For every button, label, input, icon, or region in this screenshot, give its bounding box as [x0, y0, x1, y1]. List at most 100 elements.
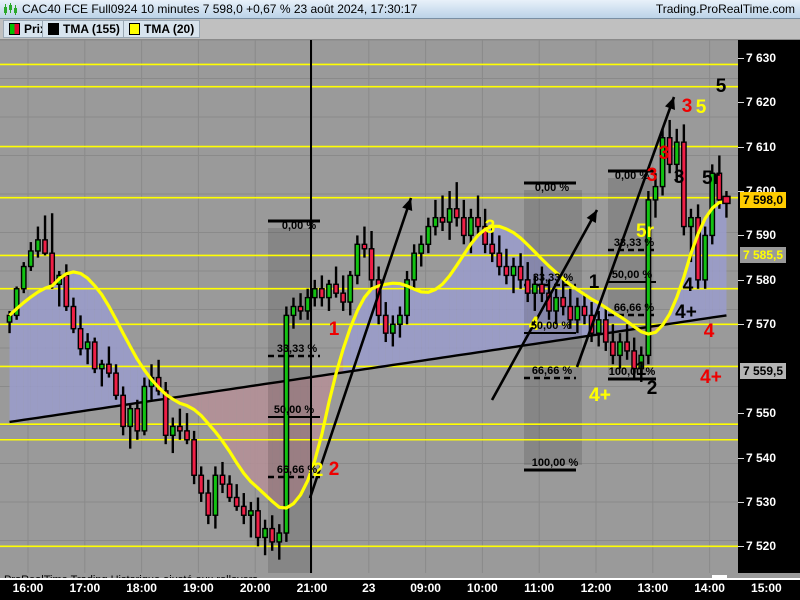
legend-item-tma20[interactable]: TMA (20)	[123, 20, 201, 38]
chart-plot-area[interactable]: 1 2 2 3 1 4 4+ 0,00 % 33,33 % 50,00 % 66,66 % 100,0…	[0, 40, 738, 573]
chart-annotation-4-30: 4	[682, 275, 694, 296]
candle	[311, 288, 318, 299]
chart-annotation-4+-6: 4+	[589, 385, 611, 406]
chart-annotation-1-4: 1	[588, 272, 600, 293]
chart-annotation-4-32: 4	[703, 321, 715, 342]
candle	[489, 243, 496, 254]
candle	[326, 283, 332, 299]
price-tick	[738, 191, 744, 193]
candle	[397, 314, 403, 325]
window-title: CAC40 FCE Full0924 10 minutes 7 598,0 +0…	[22, 2, 418, 16]
price-tick-label: 7 610	[746, 139, 777, 154]
chart-annotation-1-35: 1	[635, 359, 647, 380]
candle	[609, 341, 616, 357]
price-tick-label: 7 530	[746, 494, 777, 509]
candle	[368, 248, 375, 281]
candle	[631, 350, 638, 370]
candle	[652, 185, 659, 201]
price-badge-last: 7 598,0	[740, 191, 787, 208]
candle	[106, 363, 112, 374]
chart-annotation-2-2: 2	[328, 459, 340, 480]
candle	[659, 137, 666, 188]
candle	[340, 292, 347, 303]
price-tick	[738, 546, 744, 548]
time-tick-label: 17:00	[69, 581, 101, 595]
legend-label-prix: Prix	[24, 22, 47, 36]
price-tick	[738, 146, 744, 148]
price-tick	[738, 57, 744, 59]
candle	[212, 474, 219, 516]
candle	[411, 252, 418, 281]
candle	[162, 390, 169, 437]
chart-legend: Prix TMA (155) TMA (20)	[0, 19, 800, 40]
price-tick-label: 7 580	[746, 272, 777, 287]
legend-item-tma155[interactable]: TMA (155)	[42, 20, 126, 38]
candle	[517, 265, 524, 281]
candle	[42, 239, 48, 254]
price-tick-label: 7 520	[746, 539, 777, 554]
candle	[361, 243, 368, 250]
candle	[382, 314, 389, 334]
candle	[638, 354, 645, 370]
candle	[680, 141, 687, 228]
candle	[432, 216, 439, 228]
candle	[439, 216, 446, 223]
candle	[290, 305, 297, 317]
candle	[645, 199, 652, 357]
chart-annotation-6666-20: 66,66 %	[613, 302, 655, 314]
chart-canvas	[0, 40, 738, 573]
chart-annotation-4+-36: 4+	[589, 385, 611, 406]
yellow-levels	[0, 63, 738, 548]
chart-annotation-5-27: 5	[715, 76, 727, 97]
candle	[425, 225, 432, 246]
candle	[389, 323, 396, 334]
chart-annotation-4-5: 4	[528, 314, 540, 335]
legend-label-tma155: TMA (155)	[63, 22, 120, 36]
candle	[560, 296, 567, 308]
time-axis[interactable]: 16:00 17:00 18:00 19:00 20:00 21:00 23 09:00 10:…	[0, 578, 800, 600]
candle	[84, 341, 91, 350]
candle	[177, 425, 183, 432]
legend-label-tma20: TMA (20)	[144, 22, 195, 36]
candle	[524, 279, 531, 294]
candle	[191, 439, 197, 476]
chart-annotation-3333-8: 33,33 %	[532, 272, 574, 284]
trend-arrow-2	[490, 209, 599, 401]
candle	[27, 250, 34, 268]
chart-annotation-3-22: 3	[646, 165, 658, 186]
candle	[70, 305, 77, 330]
chart-annotation-10000-21: 100,00 %	[608, 366, 656, 378]
time-tick-label: 16:00	[12, 581, 44, 595]
time-tick-label: 10:00	[467, 581, 498, 595]
chart-annotation-5000-9: 50,00 %	[530, 320, 572, 332]
price-tick	[738, 102, 744, 104]
last-price-marker	[722, 195, 731, 205]
candle	[219, 474, 226, 485]
candle	[333, 283, 339, 294]
time-tick-label: 11:00	[524, 581, 555, 595]
time-axis-rule	[0, 578, 800, 580]
candle	[460, 216, 467, 237]
chart-annotation-3-24: 3	[658, 143, 670, 164]
chart-annotation-5-29: 5	[695, 97, 707, 118]
candle	[446, 208, 453, 223]
chart-annotation-4+-33: 4+	[700, 367, 722, 388]
candle	[510, 265, 517, 277]
chart-annotation-3-28: 3	[681, 96, 693, 117]
candle	[113, 372, 119, 397]
chart-annotation-5r-23: 5r	[636, 221, 654, 242]
candle	[475, 216, 481, 228]
candle	[297, 305, 304, 312]
price-tick-label: 7 630	[746, 50, 777, 65]
yellow-line-swatch-icon	[129, 23, 140, 35]
candle	[695, 216, 701, 281]
candle	[184, 430, 190, 441]
price-tick-label: 7 590	[746, 228, 777, 243]
trend-arrow-3	[575, 96, 676, 368]
candle	[247, 510, 254, 516]
price-tick	[738, 235, 744, 237]
price-tick-label: 7 620	[746, 95, 777, 110]
legend-item-prix[interactable]: Prix	[3, 20, 53, 38]
